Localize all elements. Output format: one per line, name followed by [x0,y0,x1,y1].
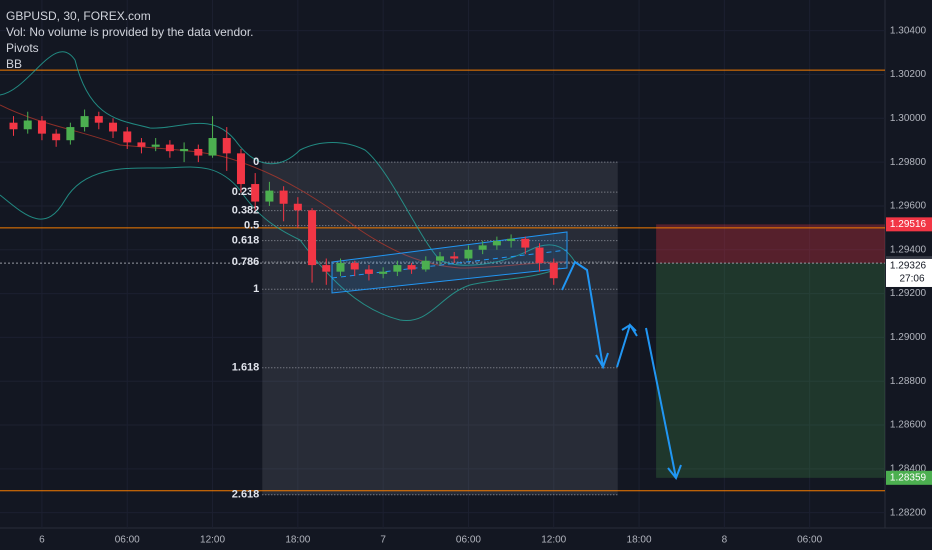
candle-body [236,153,245,185]
bb-upper [0,51,576,266]
candle-body [436,256,445,261]
x-tick-label: 06:00 [115,535,140,546]
candle-body [94,116,103,123]
fib-label: 0.618 [232,235,260,247]
candle-body [322,265,331,272]
candle-body [379,271,388,274]
x-tick-label: 06:00 [797,535,822,546]
candle-body [279,190,288,204]
fib-label: 0.382 [232,205,260,217]
candle-body [549,262,558,279]
candle-body [407,265,416,270]
fib-label: 2.618 [232,489,260,501]
fib-label: 0 [253,156,259,168]
candle-body [521,238,530,248]
last-price-tag [886,258,932,287]
x-tick-label: 6 [39,535,45,546]
candle-body [165,144,174,152]
fib-label: 1.618 [232,362,260,374]
candle-body [393,265,402,272]
candle-body [9,122,18,130]
arrow [616,323,638,368]
y-tick-label: 1.29000 [890,332,927,343]
candle-body [364,269,373,274]
volume-note: Vol: No volume is provided by the data v… [6,25,253,39]
y-tick-label: 1.30000 [890,113,927,124]
price-tag-label: 1.29516 [890,219,927,230]
y-tick-label: 1.30200 [890,69,927,80]
candle-body [251,184,260,202]
symbol-title: GBPUSD, 30, FOREX.com [6,9,151,23]
price-tag [886,470,932,485]
target-zone [656,263,885,478]
fib-label: 1 [253,283,259,295]
y-tick-label: 1.29800 [890,157,927,168]
y-tick-label: 1.29600 [890,201,927,212]
candle-body [421,260,430,270]
candle-body [37,120,46,134]
y-tick-label: 1.28800 [890,376,927,387]
bb-basis [0,104,566,269]
candle-body [478,245,487,250]
x-tick-label: 12:00 [200,535,225,546]
candle-body [450,256,459,259]
y-tick-label: 1.28600 [890,420,927,431]
candle-body [80,116,89,128]
y-tick-label: 1.28200 [890,507,927,518]
candle-body [66,127,75,141]
indicator-label: BB [6,57,22,71]
candle-body [109,122,118,132]
candle-body [23,120,32,130]
x-tick-label: 06:00 [456,535,481,546]
candle-body [350,262,359,270]
candle-body [194,148,203,156]
y-tick-label: 1.29400 [890,244,927,255]
x-tick-label: 18:00 [627,535,652,546]
candle-body [336,262,345,272]
candle-body [52,133,61,141]
x-tick-label: 7 [380,535,386,546]
candle-body [535,247,544,263]
candle-body [507,238,516,241]
y-tick-label: 1.28400 [890,463,927,474]
candle-body [151,144,160,147]
countdown-label: 27:06 [899,274,924,285]
x-tick-label: 12:00 [541,535,566,546]
candle-body [293,203,302,211]
candle-body [222,138,231,154]
candle-body [308,210,317,266]
candle-body [137,142,146,147]
channel [331,231,568,294]
arrow [645,327,682,480]
y-tick-label: 1.30400 [890,25,927,36]
last-price-label: 1.29326 [890,261,927,272]
indicator-label: Pivots [6,41,39,55]
price-tag-label: 1.28359 [890,472,927,483]
arrow [561,260,609,370]
candle-body [123,131,132,143]
fib-label: 0.786 [232,256,260,268]
fib-label: 0.5 [244,220,259,232]
stop-zone [656,224,885,264]
bb-lower [0,166,561,322]
fib-box [262,162,618,495]
x-tick-label: 18:00 [285,535,310,546]
candle-body [492,240,501,246]
price-tag [886,217,932,232]
y-tick-label: 1.29200 [890,288,927,299]
candle-body [265,190,274,202]
candle-body [464,249,473,259]
candle-body [208,138,217,156]
candle-body [180,148,189,152]
x-tick-label: 8 [722,535,728,546]
projection-arrows [561,260,682,480]
